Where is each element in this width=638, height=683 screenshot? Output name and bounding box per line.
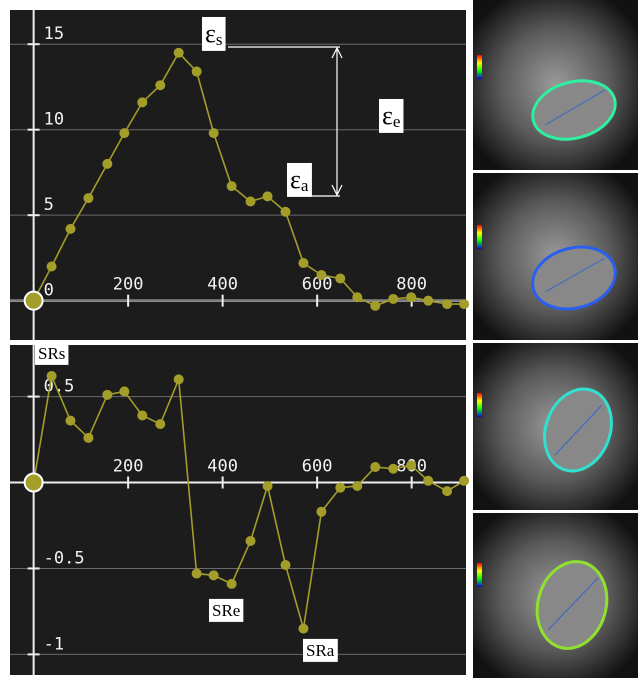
mri-panel <box>473 513 638 678</box>
data-point <box>459 476 469 486</box>
data-point <box>192 67 202 77</box>
data-point <box>174 374 184 384</box>
annotation: εe <box>379 99 403 133</box>
data-point <box>83 193 93 203</box>
data-point <box>280 207 290 217</box>
data-point <box>442 299 452 309</box>
x-tick-label: 400 <box>207 457 238 477</box>
x-tick-label: 600 <box>302 457 333 477</box>
data-point <box>209 128 219 138</box>
data-point <box>137 410 147 420</box>
annotation-label: SRs <box>38 344 65 363</box>
data-point <box>370 301 380 311</box>
annotation-symbol: ε <box>382 101 393 130</box>
annotation-symbol: ε <box>290 165 301 194</box>
origin-marker <box>25 474 43 492</box>
data-point <box>280 560 290 570</box>
data-point <box>335 273 345 283</box>
annotation: εs <box>202 17 226 51</box>
annotation-subscript: s <box>216 30 223 49</box>
plot-area <box>10 345 466 675</box>
annotation-label: SRa <box>306 641 335 660</box>
origin-marker <box>25 292 43 310</box>
data-point <box>137 97 147 107</box>
data-point <box>352 481 362 491</box>
data-point <box>316 270 326 280</box>
y-tick-label: -0.5 <box>44 548 85 568</box>
annotation: SRs <box>35 342 68 365</box>
data-point <box>442 486 452 496</box>
annotation: SRa <box>303 639 338 662</box>
data-point <box>352 292 362 302</box>
data-point <box>174 48 184 58</box>
x-tick-label: 200 <box>113 275 144 295</box>
data-point <box>406 292 416 302</box>
data-point <box>423 476 433 486</box>
figure: 051015200400600800εsεeεa-1-0.50.52004006… <box>0 0 638 678</box>
mri-panel <box>473 173 638 340</box>
data-point <box>155 80 165 90</box>
y-tick-label: 10 <box>44 110 64 130</box>
data-point <box>102 390 112 400</box>
data-point <box>119 386 129 396</box>
data-point <box>65 416 75 426</box>
annotation-symbol: ε <box>205 19 216 48</box>
data-point <box>227 181 237 191</box>
data-point <box>227 579 237 589</box>
page: {"chart_data": [ {"type": "line", "x": [… <box>0 0 638 678</box>
annotation-label: SRe <box>212 601 240 620</box>
y-tick-label: -1 <box>44 634 64 654</box>
data-point <box>298 624 308 634</box>
annotation-subscript: e <box>393 112 401 131</box>
data-point <box>335 483 345 493</box>
data-point <box>263 191 273 201</box>
data-point <box>83 433 93 443</box>
y-tick-label: 0 <box>44 281 54 301</box>
data-point <box>298 258 308 268</box>
data-point <box>102 159 112 169</box>
data-point <box>192 569 202 579</box>
data-point <box>65 224 75 234</box>
x-tick-label: 800 <box>396 275 427 295</box>
data-point <box>263 481 273 491</box>
data-point <box>246 197 256 207</box>
y-tick-label: 5 <box>44 195 54 215</box>
data-point <box>316 507 326 517</box>
data-point <box>423 296 433 306</box>
x-tick-label: 200 <box>113 457 144 477</box>
data-point <box>370 462 380 472</box>
data-point <box>47 371 57 381</box>
annotation-subscript: a <box>301 176 309 195</box>
data-point <box>155 419 165 429</box>
annotation: εa <box>287 163 312 197</box>
x-tick-label: 400 <box>207 275 238 295</box>
data-point <box>406 460 416 470</box>
mri-panel <box>473 0 638 170</box>
x-tick-label: 600 <box>302 275 333 295</box>
annotation: SRe <box>209 599 243 622</box>
data-point <box>388 294 398 304</box>
data-point <box>209 570 219 580</box>
y-tick-label: 15 <box>44 24 64 44</box>
data-point <box>246 536 256 546</box>
data-point <box>459 299 469 309</box>
data-point <box>47 261 57 271</box>
data-point <box>119 128 129 138</box>
mri-panel <box>473 343 638 510</box>
data-point <box>388 464 398 474</box>
